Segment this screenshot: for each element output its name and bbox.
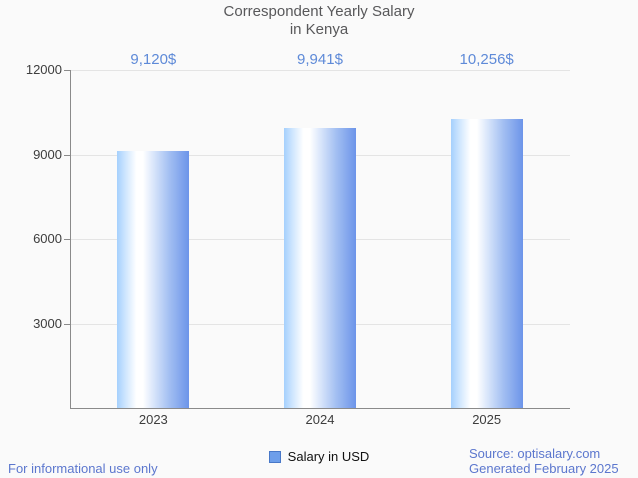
y-axis-tick xyxy=(64,70,70,71)
legend-label: Salary in USD xyxy=(287,449,370,464)
x-tick-label-2024: 2024 xyxy=(305,412,335,427)
chart-title: Correspondent Yearly Salary in Kenya xyxy=(0,3,638,39)
y-axis-line xyxy=(70,70,71,408)
value-label-2024: 9,941$ xyxy=(297,51,343,68)
chart-title-line1: Correspondent Yearly Salary xyxy=(223,3,415,20)
y-axis-tick xyxy=(64,154,70,156)
bar-2025 xyxy=(450,119,523,408)
source-block: Source: optisalary.com Generated Februar… xyxy=(469,446,619,476)
y-axis-tick xyxy=(64,323,70,325)
bar-2023 xyxy=(117,151,190,408)
legend: Salary in USD xyxy=(0,449,638,464)
x-tick-label-2023: 2023 xyxy=(138,412,168,427)
y-tick-label: 12000 xyxy=(25,62,62,77)
chart-title-line2: in Kenya xyxy=(289,21,349,38)
y-tick-label: 3000 xyxy=(33,315,62,331)
y-tick-label: 6000 xyxy=(33,231,62,246)
x-tick-label-2025: 2025 xyxy=(472,412,502,427)
gridline xyxy=(70,70,570,71)
generated-text: Generated February 2025 xyxy=(469,461,619,476)
value-label-2025: 10,256$ xyxy=(459,51,514,68)
x-axis-line xyxy=(70,408,570,409)
disclaimer-text: For informational use only xyxy=(8,461,158,476)
value-label-2023: 9,120$ xyxy=(130,51,177,68)
y-axis-tick xyxy=(64,239,70,240)
source-text: Source: optisalary.com xyxy=(469,446,601,461)
y-tick-label: 9000 xyxy=(33,146,62,162)
legend-swatch-icon xyxy=(268,450,281,463)
bar-2024 xyxy=(284,127,356,408)
